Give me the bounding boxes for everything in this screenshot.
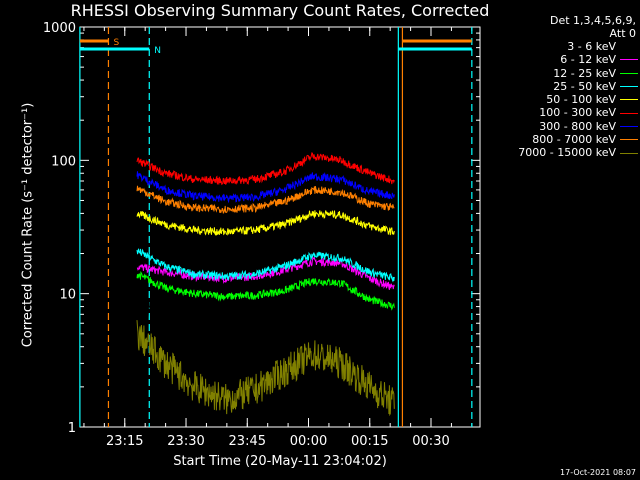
legend-item: 3 - 6 keV bbox=[482, 40, 638, 53]
y-tick-label: 100 bbox=[51, 154, 76, 169]
legend-item-label: 12 - 25 keV bbox=[553, 66, 616, 80]
series-line bbox=[136, 286, 395, 376]
legend-item-label: 6 - 12 keV bbox=[560, 53, 616, 67]
series-line bbox=[136, 152, 395, 186]
x-tick-label: 00:30 bbox=[412, 434, 449, 449]
legend-header-line-1: Det 1,3,4,5,6,9, bbox=[549, 14, 636, 27]
series-line bbox=[136, 320, 395, 417]
legend-item: 6 - 12 keV bbox=[482, 53, 638, 66]
legend-item-label: 800 - 7000 keV bbox=[532, 133, 616, 147]
legend-item: 7000 - 15000 keV bbox=[482, 146, 638, 159]
legend-item-swatch bbox=[620, 59, 638, 61]
generated-timestamp: 17-Oct-2021 08:07 bbox=[560, 468, 636, 477]
legend-item-swatch bbox=[620, 99, 638, 101]
legend-item-label: 50 - 100 keV bbox=[546, 93, 616, 107]
legend-header-line-2: Att 0 bbox=[609, 27, 636, 40]
legend-item-swatch bbox=[620, 86, 638, 88]
legend-item-label: 300 - 800 keV bbox=[539, 119, 616, 133]
y-tick-label: 10 bbox=[59, 288, 76, 303]
x-tick-label: 23:15 bbox=[106, 434, 143, 449]
legend-item: 800 - 7000 keV bbox=[482, 133, 638, 146]
series-line bbox=[136, 185, 395, 214]
y-tick-label: 1 bbox=[68, 421, 76, 436]
legend-item-label: 3 - 6 keV bbox=[567, 40, 616, 53]
x-tick-label: 23:30 bbox=[167, 434, 204, 449]
annotation-label: N bbox=[154, 46, 161, 56]
legend-item: 25 - 50 keV bbox=[482, 80, 638, 93]
legend-item: 100 - 300 keV bbox=[482, 106, 638, 119]
legend-item-swatch bbox=[620, 139, 638, 141]
annotation-label: S bbox=[113, 38, 119, 48]
chart-title: RHESSI Observing Summary Count Rates, Co… bbox=[70, 1, 490, 20]
x-tick-label: 23:45 bbox=[229, 434, 266, 449]
y-axis-label: Corrected Count Rate (s⁻¹ detector⁻¹) bbox=[20, 102, 36, 348]
x-tick-label: 00:15 bbox=[351, 434, 388, 449]
x-tick-label: 00:00 bbox=[290, 434, 327, 449]
legend-item: 300 - 800 keV bbox=[482, 120, 638, 133]
legend-header: Det 1,3,4,5,6,9, Att 0 bbox=[486, 14, 636, 40]
x-axis-label: Start Time (20-May-11 23:04:02) bbox=[173, 454, 387, 469]
series-line bbox=[136, 210, 395, 236]
legend-item-swatch bbox=[620, 112, 638, 114]
series-line bbox=[136, 171, 395, 204]
legend-item-label: 7000 - 15000 keV bbox=[518, 146, 616, 160]
series-line bbox=[136, 270, 395, 311]
legend-item-swatch bbox=[620, 46, 638, 48]
y-tick-label: 1000 bbox=[43, 21, 76, 36]
legend-item-swatch bbox=[620, 152, 638, 154]
legend-item-label: 25 - 50 keV bbox=[553, 79, 616, 93]
legend-item: 50 - 100 keV bbox=[482, 93, 638, 106]
series-line bbox=[136, 248, 395, 283]
legend-item-swatch bbox=[620, 72, 638, 74]
legend-item-label: 100 - 300 keV bbox=[539, 106, 616, 120]
legend-item: 12 - 25 keV bbox=[482, 67, 638, 80]
legend-item-swatch bbox=[620, 125, 638, 127]
legend: 3 - 6 keV 6 - 12 keV 12 - 25 keV 25 - 50 ke… bbox=[482, 40, 638, 160]
